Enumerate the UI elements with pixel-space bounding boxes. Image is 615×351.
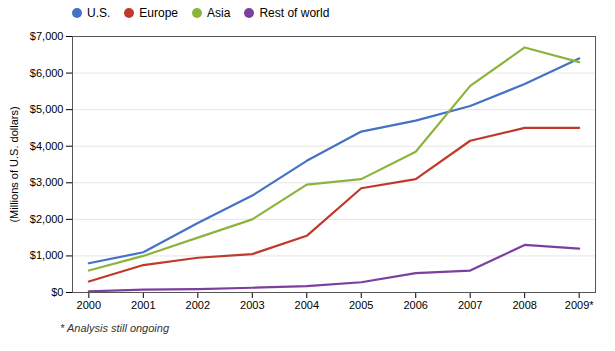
html-text:* Analysis still ongoing: * Analysis still ongoing xyxy=(60,322,169,334)
svg-text:$4,000: $4,000 xyxy=(30,140,64,152)
html-text:Rest of world: Rest of world xyxy=(259,6,330,20)
svg-text:2009*: 2009* xyxy=(565,299,594,311)
svg-text:$3,000: $3,000 xyxy=(30,176,64,188)
svg-text:$6,000: $6,000 xyxy=(30,67,64,79)
svg-text:2006: 2006 xyxy=(403,299,427,311)
svg-text:2007: 2007 xyxy=(458,299,482,311)
html-text:Asia: Asia xyxy=(207,6,231,20)
svg-text:$0: $0 xyxy=(51,286,63,298)
svg-text:2003: 2003 xyxy=(240,299,264,311)
svg-text:2008: 2008 xyxy=(512,299,536,311)
svg-text:$1,000: $1,000 xyxy=(30,249,64,261)
svg-text:2001: 2001 xyxy=(131,299,155,311)
html-text:U.S.: U.S. xyxy=(87,6,111,20)
html-text:Europe: Europe xyxy=(139,6,178,20)
svg-text:$5,000: $5,000 xyxy=(30,103,64,115)
svg-text:$2,000: $2,000 xyxy=(30,213,64,225)
svg-text:$7,000: $7,000 xyxy=(30,30,64,42)
svg-text:2000: 2000 xyxy=(77,299,101,311)
svg-text:2004: 2004 xyxy=(295,299,319,311)
svg-text:2005: 2005 xyxy=(349,299,373,311)
svg-text:2002: 2002 xyxy=(186,299,210,311)
svg-text:(Millions of U.S. dollars): (Millions of U.S. dollars) xyxy=(8,106,20,222)
